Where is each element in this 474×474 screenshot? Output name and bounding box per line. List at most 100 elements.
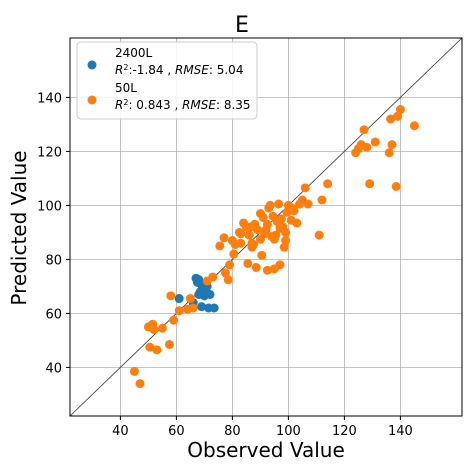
data-point-50l — [229, 249, 239, 259]
data-point-50l — [244, 230, 254, 240]
y-tick-label: 100 — [37, 199, 62, 214]
data-point-50l — [215, 241, 225, 251]
data-point-50l — [220, 268, 230, 278]
data-point-50l — [265, 200, 275, 210]
legend-rmse-label-2400l: RMSE — [175, 63, 209, 77]
data-point-50l — [188, 303, 198, 313]
data-point-50l — [223, 275, 233, 285]
data-point-50l — [300, 183, 310, 193]
y-tick-label: 120 — [37, 145, 62, 160]
x-tick-label: 40 — [112, 424, 129, 439]
y-tick-label: 140 — [37, 91, 62, 106]
legend-marker-2400l — [87, 60, 97, 70]
legend-stats-50l: R2: 0.843 , RMSE: 8.35 — [115, 98, 251, 113]
legend: 2400L R2:-1.84 , RMSE: 5.04 50L R2: 0.84… — [76, 41, 258, 120]
data-point-50l — [236, 229, 246, 239]
data-point-50l — [292, 218, 302, 228]
data-point-50l — [219, 233, 229, 243]
legend-series-name-2400l: 2400L — [115, 46, 153, 60]
data-point-50l — [391, 182, 401, 191]
data-point-50l — [281, 236, 291, 245]
legend-rmse-value-50l: : 8.35 — [216, 98, 251, 112]
x-tick-label: 140 — [388, 424, 413, 439]
legend-r2-sup-50l: 2 — [123, 98, 128, 107]
data-point-50l — [370, 137, 380, 147]
data-point-50l — [185, 294, 195, 304]
data-point-50l — [409, 121, 419, 131]
data-point-50l — [247, 238, 257, 248]
legend-r2-label-50l: R — [115, 98, 123, 112]
legend-r2-sup-2400l: 2 — [123, 63, 128, 72]
data-point-50l — [135, 379, 145, 389]
data-point-50l — [152, 345, 162, 355]
data-point-2400l — [209, 303, 219, 313]
data-point-50l — [236, 238, 246, 248]
data-point-2400l — [205, 290, 215, 299]
axis-ticks: 40 60 80 100 120 140 40 60 80 100 120 140 — [37, 91, 413, 439]
data-point-2400l — [197, 302, 207, 312]
data-point-50l — [279, 242, 289, 252]
data-point-50l — [365, 179, 375, 189]
data-point-50l — [243, 258, 253, 268]
data-point-50l — [359, 125, 369, 135]
legend-stats-2400l: R2:-1.84 , RMSE: 5.04 — [115, 63, 243, 78]
y-axis-title: Predicted Value — [7, 150, 31, 305]
x-tick-label: 120 — [332, 424, 357, 439]
data-point-50l — [276, 214, 286, 224]
data-point-50l — [317, 195, 327, 205]
legend-r2-value-50l: : 0.843 , — [128, 98, 182, 112]
data-point-50l — [387, 140, 397, 150]
data-point-50l — [395, 105, 405, 115]
data-point-50l — [303, 199, 313, 209]
data-point-50l — [149, 325, 159, 335]
x-tick-label: 60 — [168, 424, 185, 439]
data-point-50l — [251, 263, 261, 272]
data-point-50l — [227, 236, 237, 245]
y-tick-label: 40 — [45, 361, 62, 376]
data-point-50l — [384, 148, 394, 158]
data-point-50l — [262, 265, 272, 275]
legend-r2-label-2400l: R — [115, 63, 123, 77]
data-point-50l — [314, 230, 324, 240]
legend-series-name-50l: 50L — [115, 81, 137, 95]
data-point-50l — [274, 199, 284, 209]
data-point-2400l — [194, 290, 204, 299]
data-point-50l — [289, 206, 299, 216]
data-point-50l — [129, 366, 139, 376]
data-point-50l — [262, 219, 272, 229]
legend-rmse-value-2400l: : 5.04 — [209, 63, 244, 77]
x-axis-title: Observed Value — [187, 438, 345, 462]
series-2400l — [174, 273, 219, 313]
plot-frame — [69, 37, 463, 417]
data-point-2400l — [174, 294, 184, 304]
data-points — [129, 105, 419, 389]
x-tick-label: 80 — [224, 424, 241, 439]
data-point-50l — [225, 260, 235, 270]
legend-box — [76, 41, 258, 120]
data-point-50l — [362, 142, 372, 152]
data-point-50l — [281, 227, 291, 237]
series-50l — [129, 105, 419, 389]
legend-r2-value-2400l: :-1.84 , — [128, 63, 175, 77]
data-point-50l — [255, 209, 265, 218]
y-tick-label: 80 — [45, 253, 62, 268]
data-point-50l — [275, 260, 285, 270]
chart-title: E — [235, 13, 249, 38]
y-tick-label: 60 — [45, 307, 62, 322]
data-point-50l — [145, 342, 155, 352]
legend-rmse-label-50l: RMSE — [182, 98, 216, 112]
data-point-50l — [174, 306, 184, 316]
data-point-50l — [164, 339, 174, 349]
legend-marker-50l — [87, 95, 97, 105]
data-point-50l — [208, 272, 218, 282]
data-point-50l — [393, 111, 403, 121]
data-point-50l — [169, 315, 179, 325]
data-point-50l — [157, 323, 167, 333]
data-point-50l — [250, 219, 260, 229]
data-point-50l — [323, 179, 333, 189]
data-point-50l — [386, 114, 396, 124]
data-point-50l — [257, 250, 267, 260]
x-tick-label: 100 — [276, 424, 301, 439]
data-point-50l — [269, 234, 279, 244]
